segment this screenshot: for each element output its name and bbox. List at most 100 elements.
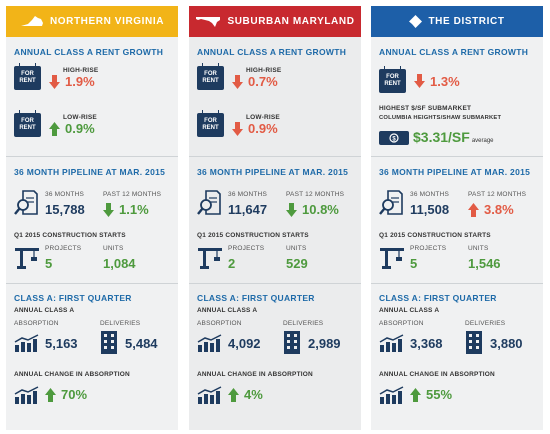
for-rent-sign-icon: FOR RENT xyxy=(197,63,224,90)
section-title: CLASS A: FIRST QUARTER xyxy=(14,293,132,303)
rent-growth-section: ANNUAL CLASS A RENT GROWTH FOR RENT HIGH-… xyxy=(189,37,361,155)
dc-map-icon xyxy=(409,15,423,28)
deliveries-value: 5,484 xyxy=(125,336,158,351)
annual-change-value: 55% xyxy=(426,387,453,402)
annual-class-label: ANNUAL CLASS A xyxy=(14,307,75,314)
building-icon xyxy=(466,331,482,354)
up-arrow-icon xyxy=(468,202,479,217)
projects-value: 2 xyxy=(228,256,236,271)
section-title: 36 MONTH PIPELINE AT MAR. 2015 xyxy=(197,167,349,177)
bar-chart-icon xyxy=(379,386,404,404)
projects-label: PROJECTS xyxy=(45,245,82,252)
pipeline-section: 36 MONTH PIPELINE AT MAR. 2015 36 MONTHS… xyxy=(6,156,178,282)
pipeline-section: 36 MONTH PIPELINE AT MAR. 2015 36 MONTHS… xyxy=(371,156,543,282)
units-label: UNITS xyxy=(286,245,307,252)
high-rise-value: 0.7% xyxy=(248,74,278,89)
down-arrow-icon xyxy=(232,121,243,136)
pipeline-section: 36 MONTH PIPELINE AT MAR. 2015 36 MONTHS… xyxy=(189,156,361,282)
down-arrow-icon xyxy=(49,74,60,89)
low-rise-row: FOR RENT LOW-RISE 0.9% xyxy=(197,110,280,137)
column-the-district: THE DISTRICT ANNUAL CLASS A RENT GROWTH … xyxy=(371,6,543,430)
svg-text:$: $ xyxy=(392,137,396,143)
annual-class-label: ANNUAL CLASS A xyxy=(197,307,258,314)
projects-label: PROJECTS xyxy=(410,245,447,252)
region-header: SUBURBAN MARYLAND xyxy=(189,6,361,37)
rent-growth-section: ANNUAL CLASS A RENT GROWTH FOR RENT HIGH-… xyxy=(6,37,178,155)
rent-value: 1.3% xyxy=(430,73,460,89)
construction-starts-label: Q1 2015 CONSTRUCTION STARTS xyxy=(379,232,491,239)
section-title: ANNUAL CLASS A RENT GROWTH xyxy=(379,47,529,57)
absorption-label: ABSORPTION xyxy=(197,320,242,327)
past-12-months-value: 10.8% xyxy=(302,202,339,217)
section-title: ANNUAL CLASS A RENT GROWTH xyxy=(197,47,347,57)
section-title: 36 MONTH PIPELINE AT MAR. 2015 xyxy=(379,167,531,177)
high-rise-row: FOR RENT HIGH-RISE 1.9% xyxy=(14,63,98,90)
for-rent-sign-icon: FOR RENT xyxy=(14,110,41,137)
construction-starts-label: Q1 2015 CONSTRUCTION STARTS xyxy=(197,232,309,239)
region-name: THE DISTRICT xyxy=(428,16,505,27)
building-icon xyxy=(101,331,117,354)
absorption-label: ABSORPTION xyxy=(379,320,424,327)
up-arrow-icon xyxy=(49,121,60,136)
construction-starts-label: Q1 2015 CONSTRUCTION STARTS xyxy=(14,232,126,239)
crane-icon xyxy=(198,248,222,269)
price-suffix: average xyxy=(471,138,494,144)
magnifier-document-icon xyxy=(14,190,38,215)
region-panel: ANNUAL CLASS A RENT GROWTH FOR RENT 1.3% … xyxy=(371,37,543,430)
projects-value: 5 xyxy=(45,256,53,271)
low-rise-value: 0.9% xyxy=(248,121,278,136)
region-panel: ANNUAL CLASS A RENT GROWTH FOR RENT HIGH-… xyxy=(189,37,361,430)
rent-row: FOR RENT 1.3% xyxy=(379,66,460,93)
up-arrow-icon xyxy=(228,387,239,402)
maryland-map-icon xyxy=(195,15,221,28)
bar-chart-icon xyxy=(379,334,404,352)
past-12-months-label: PAST 12 MONTHS xyxy=(286,191,345,198)
region-header: THE DISTRICT xyxy=(371,6,543,37)
absorption-label: ABSORPTION xyxy=(14,320,59,327)
past-12-months-label: PAST 12 MONTHS xyxy=(103,191,162,198)
for-rent-sign-icon: FOR RENT xyxy=(197,110,224,137)
past-12-months-label: PAST 12 MONTHS xyxy=(468,191,527,198)
high-rise-value: 1.9% xyxy=(65,74,95,89)
for-rent-sign-icon: FOR RENT xyxy=(379,66,406,93)
highest-submarket-label: HIGHEST $/SF SUBMARKET xyxy=(379,105,472,112)
crane-icon xyxy=(15,248,39,269)
first-quarter-section: CLASS A: FIRST QUARTER ANNUAL CLASS A AB… xyxy=(189,283,361,430)
low-rise-row: FOR RENT LOW-RISE 0.9% xyxy=(14,110,97,137)
region-panel: ANNUAL CLASS A RENT GROWTH FOR RENT HIGH-… xyxy=(6,37,178,430)
units-value: 1,546 xyxy=(468,256,501,271)
annual-change-label: ANNUAL CHANGE IN ABSORPTION xyxy=(197,371,313,378)
bar-chart-icon xyxy=(14,386,39,404)
low-rise-value: 0.9% xyxy=(65,121,95,136)
virginia-map-icon xyxy=(20,15,44,28)
rent-growth-section: ANNUAL CLASS A RENT GROWTH FOR RENT 1.3% … xyxy=(371,37,543,155)
section-title: ANNUAL CLASS A RENT GROWTH xyxy=(14,47,164,57)
deliveries-label: DELIVERIES xyxy=(283,320,324,327)
projects-value: 5 xyxy=(410,256,418,271)
price-value: $3.31/SF xyxy=(413,129,470,145)
36-months-label: 36 MONTHS xyxy=(45,191,85,198)
up-arrow-icon xyxy=(410,387,421,402)
36-months-value: 15,788 xyxy=(45,202,85,217)
low-rise-label: LOW-RISE xyxy=(63,114,97,121)
36-months-value: 11,508 xyxy=(410,202,450,217)
submarket-name: COLUMBIA HEIGHTS/SHAW SUBMARKET xyxy=(379,115,502,121)
region-header: NORTHERN VIRGINIA xyxy=(6,6,178,37)
low-rise-label: LOW-RISE xyxy=(246,114,280,121)
deliveries-label: DELIVERIES xyxy=(100,320,141,327)
bar-chart-icon xyxy=(197,386,222,404)
36-months-label: 36 MONTHS xyxy=(228,191,268,198)
up-arrow-icon xyxy=(45,387,56,402)
down-arrow-icon xyxy=(232,74,243,89)
crane-icon xyxy=(380,248,404,269)
section-title: 36 MONTH PIPELINE AT MAR. 2015 xyxy=(14,167,166,177)
region-name: NORTHERN VIRGINIA xyxy=(49,16,165,27)
past-12-months-value: 1.1% xyxy=(119,202,149,217)
bar-chart-icon xyxy=(197,334,222,352)
for-rent-sign-icon: FOR RENT xyxy=(14,63,41,90)
deliveries-value: 3,880 xyxy=(490,336,523,351)
absorption-value: 3,368 xyxy=(410,336,443,351)
36-months-label: 36 MONTHS xyxy=(410,191,450,198)
annual-class-label: ANNUAL CLASS A xyxy=(379,307,440,314)
high-rise-label: HIGH-RISE xyxy=(246,67,282,74)
